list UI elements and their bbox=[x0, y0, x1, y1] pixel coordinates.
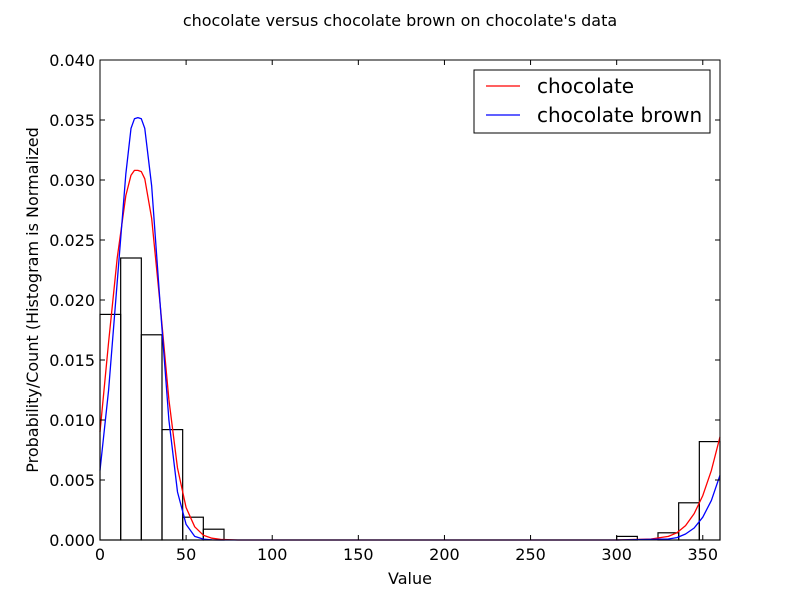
x-tick-label: 200 bbox=[429, 545, 460, 564]
x-tick-label: 100 bbox=[257, 545, 288, 564]
x-tick-label: 350 bbox=[688, 545, 719, 564]
y-tick-label: 0.025 bbox=[49, 231, 95, 250]
x-axis-ticks: 0 50 100 150 200 250 300 350 bbox=[95, 60, 718, 564]
legend-label-chocolate-brown: chocolate brown bbox=[537, 103, 702, 127]
y-tick-label: 0.010 bbox=[49, 411, 95, 430]
y-tick-label: 0.030 bbox=[49, 171, 95, 190]
x-tick-label: 0 bbox=[95, 545, 105, 564]
density-lines bbox=[99, 116, 721, 541]
series-line-chocolate bbox=[99, 169, 721, 541]
x-tick-label: 300 bbox=[601, 545, 632, 564]
y-tick-label: 0.015 bbox=[49, 351, 95, 370]
legend: chocolate chocolate brown bbox=[473, 69, 711, 134]
legend-box bbox=[473, 69, 711, 134]
y-tick-label: 0.035 bbox=[49, 111, 95, 130]
legend-label-chocolate: chocolate bbox=[537, 74, 634, 98]
series-line-chocolate-brown bbox=[99, 116, 721, 541]
x-axis-label: Value bbox=[388, 569, 432, 588]
y-tick-label: 0.000 bbox=[49, 531, 95, 550]
y-axis-ticks: 0.000 0.005 0.010 0.015 0.020 0.025 0.030 0.035… bbox=[49, 51, 720, 550]
chart-title: chocolate versus chocolate brown on choc… bbox=[183, 11, 617, 30]
x-tick-label: 250 bbox=[515, 545, 546, 564]
y-tick-label: 0.040 bbox=[49, 51, 95, 70]
x-tick-label: 150 bbox=[343, 545, 374, 564]
y-tick-label: 0.005 bbox=[49, 471, 95, 490]
x-tick-label: 50 bbox=[176, 545, 196, 564]
y-axis-label: Probability/Count (Histogram is Normaliz… bbox=[23, 127, 42, 473]
y-tick-label: 0.020 bbox=[49, 291, 95, 310]
plot-area bbox=[100, 60, 720, 540]
